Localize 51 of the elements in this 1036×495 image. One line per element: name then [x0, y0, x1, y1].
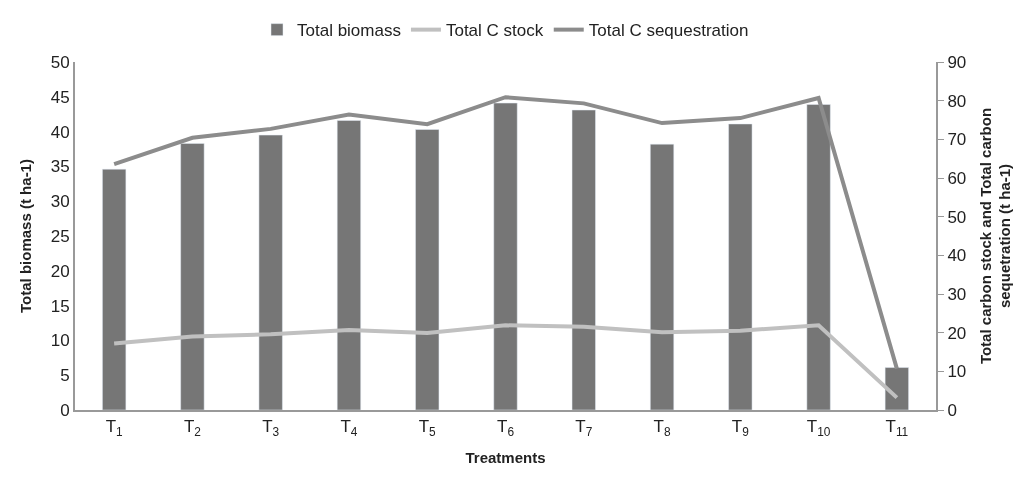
y2-tick-label: 60	[947, 168, 967, 188]
y2-tick-label: 70	[947, 130, 967, 150]
x-tick-label: T$_{8}$	[653, 417, 671, 439]
y-tick-label: 45	[50, 87, 70, 107]
y2-axis-title: Total carbon stock and Total carbon sequetration (t ha-1)	[976, 107, 1014, 365]
y-tick-label: 5	[60, 366, 70, 386]
y-tick-label: 50	[50, 52, 70, 72]
x-tick-label: T$_{10}$	[806, 417, 831, 439]
bar	[102, 168, 127, 410]
y-tick-label: 25	[50, 226, 70, 246]
legend-label: Total C stock	[445, 21, 544, 41]
y2-tick-label: 40	[947, 246, 967, 266]
x-tick-label: T$_{5}$	[418, 417, 437, 439]
bar	[728, 123, 753, 410]
x-tick-label: T$_{6}$	[496, 417, 515, 439]
y-tick-label: 20	[50, 261, 70, 281]
line-series	[112, 323, 899, 400]
legend-label: Total C sequestration	[588, 21, 749, 41]
y2-tick-label: 80	[947, 91, 967, 111]
x-tick-label: T$_{11}$	[885, 417, 909, 439]
x-tick-label: T$_{2}$	[183, 417, 202, 439]
x-tick-label: T$_{7}$	[575, 417, 593, 439]
x-tick-label: T$_{1}$	[105, 417, 124, 439]
y2-tick-label: 10	[947, 362, 967, 382]
y-tick-label: 35	[50, 157, 70, 177]
line-series	[112, 95, 899, 371]
y-tick-label: 15	[50, 296, 70, 316]
bar	[493, 102, 518, 410]
x-axis-title: Treatments	[465, 449, 546, 467]
y-tick-label: 30	[50, 192, 70, 212]
legend-label: Total biomass	[297, 21, 401, 41]
y2-tick-label: 50	[947, 207, 967, 227]
x-tick-label: T$_{9}$	[731, 417, 750, 439]
y2-tick-label: 20	[947, 323, 967, 343]
y-tick-label: 10	[50, 331, 70, 351]
bar	[806, 104, 831, 410]
y-tick-label: 40	[50, 122, 70, 142]
y2-tick-label: 0	[947, 400, 957, 420]
bar	[336, 120, 361, 410]
y2-tick-label: 90	[947, 52, 967, 72]
y-tick-label: 0	[60, 400, 70, 420]
x-tick-label: T$_{4}$	[340, 417, 358, 439]
bar	[180, 143, 205, 410]
x-tick-label: T$_{3}$	[262, 417, 280, 439]
y-axis-title: Total biomass (t ha-1)	[17, 159, 35, 313]
bar	[884, 367, 909, 410]
bar	[415, 129, 440, 410]
bar	[650, 143, 675, 410]
bar	[571, 109, 596, 410]
y2-tick-label: 30	[947, 284, 967, 304]
bar	[258, 134, 283, 410]
